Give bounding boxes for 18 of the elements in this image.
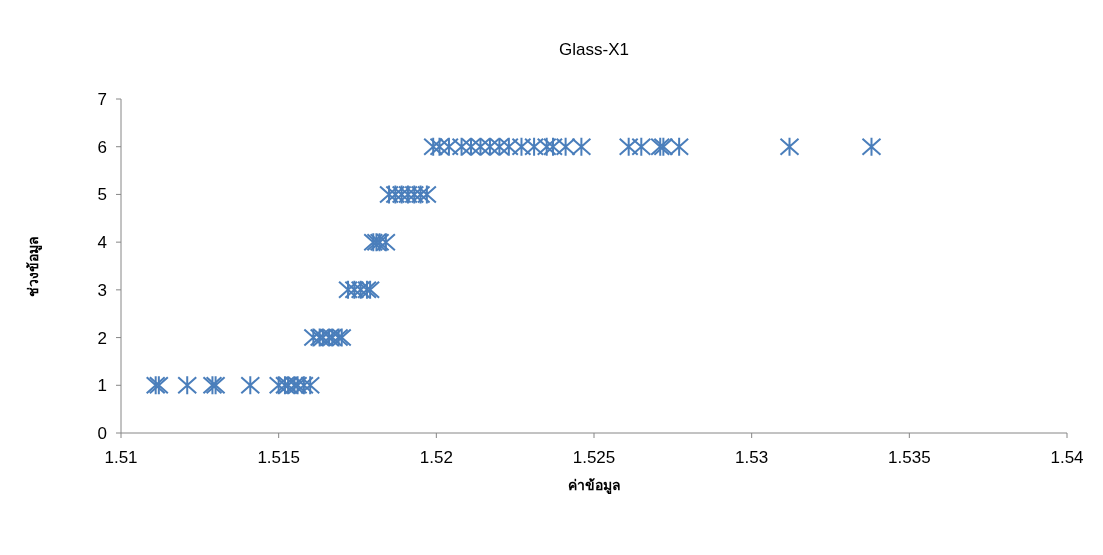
x-tick-label: 1.51 — [104, 448, 138, 467]
x-axis-title: ค่าข้อมูล — [567, 477, 621, 494]
y-tick-label: 3 — [97, 280, 107, 300]
x-tick-label: 1.515 — [257, 448, 300, 467]
y-tick-label: 1 — [97, 376, 107, 396]
y-axis-title: ช่วงข้อมูล — [25, 235, 42, 297]
x-tick-label: 1.54 — [1050, 448, 1084, 467]
chart-title: Glass-X1 — [559, 40, 629, 59]
y-tick-label: 6 — [97, 137, 107, 157]
x-tick-label: 1.53 — [735, 448, 769, 467]
y-tick-label: 5 — [97, 185, 107, 205]
y-tick-label: 7 — [97, 90, 107, 109]
y-tick-label: 4 — [97, 233, 107, 253]
y-tick-label: 2 — [97, 328, 107, 348]
x-tick-label: 1.52 — [419, 448, 453, 467]
x-tick-label: 1.535 — [888, 448, 931, 467]
x-tick-label: 1.525 — [572, 448, 616, 467]
y-tick-label: 0 — [97, 424, 107, 443]
